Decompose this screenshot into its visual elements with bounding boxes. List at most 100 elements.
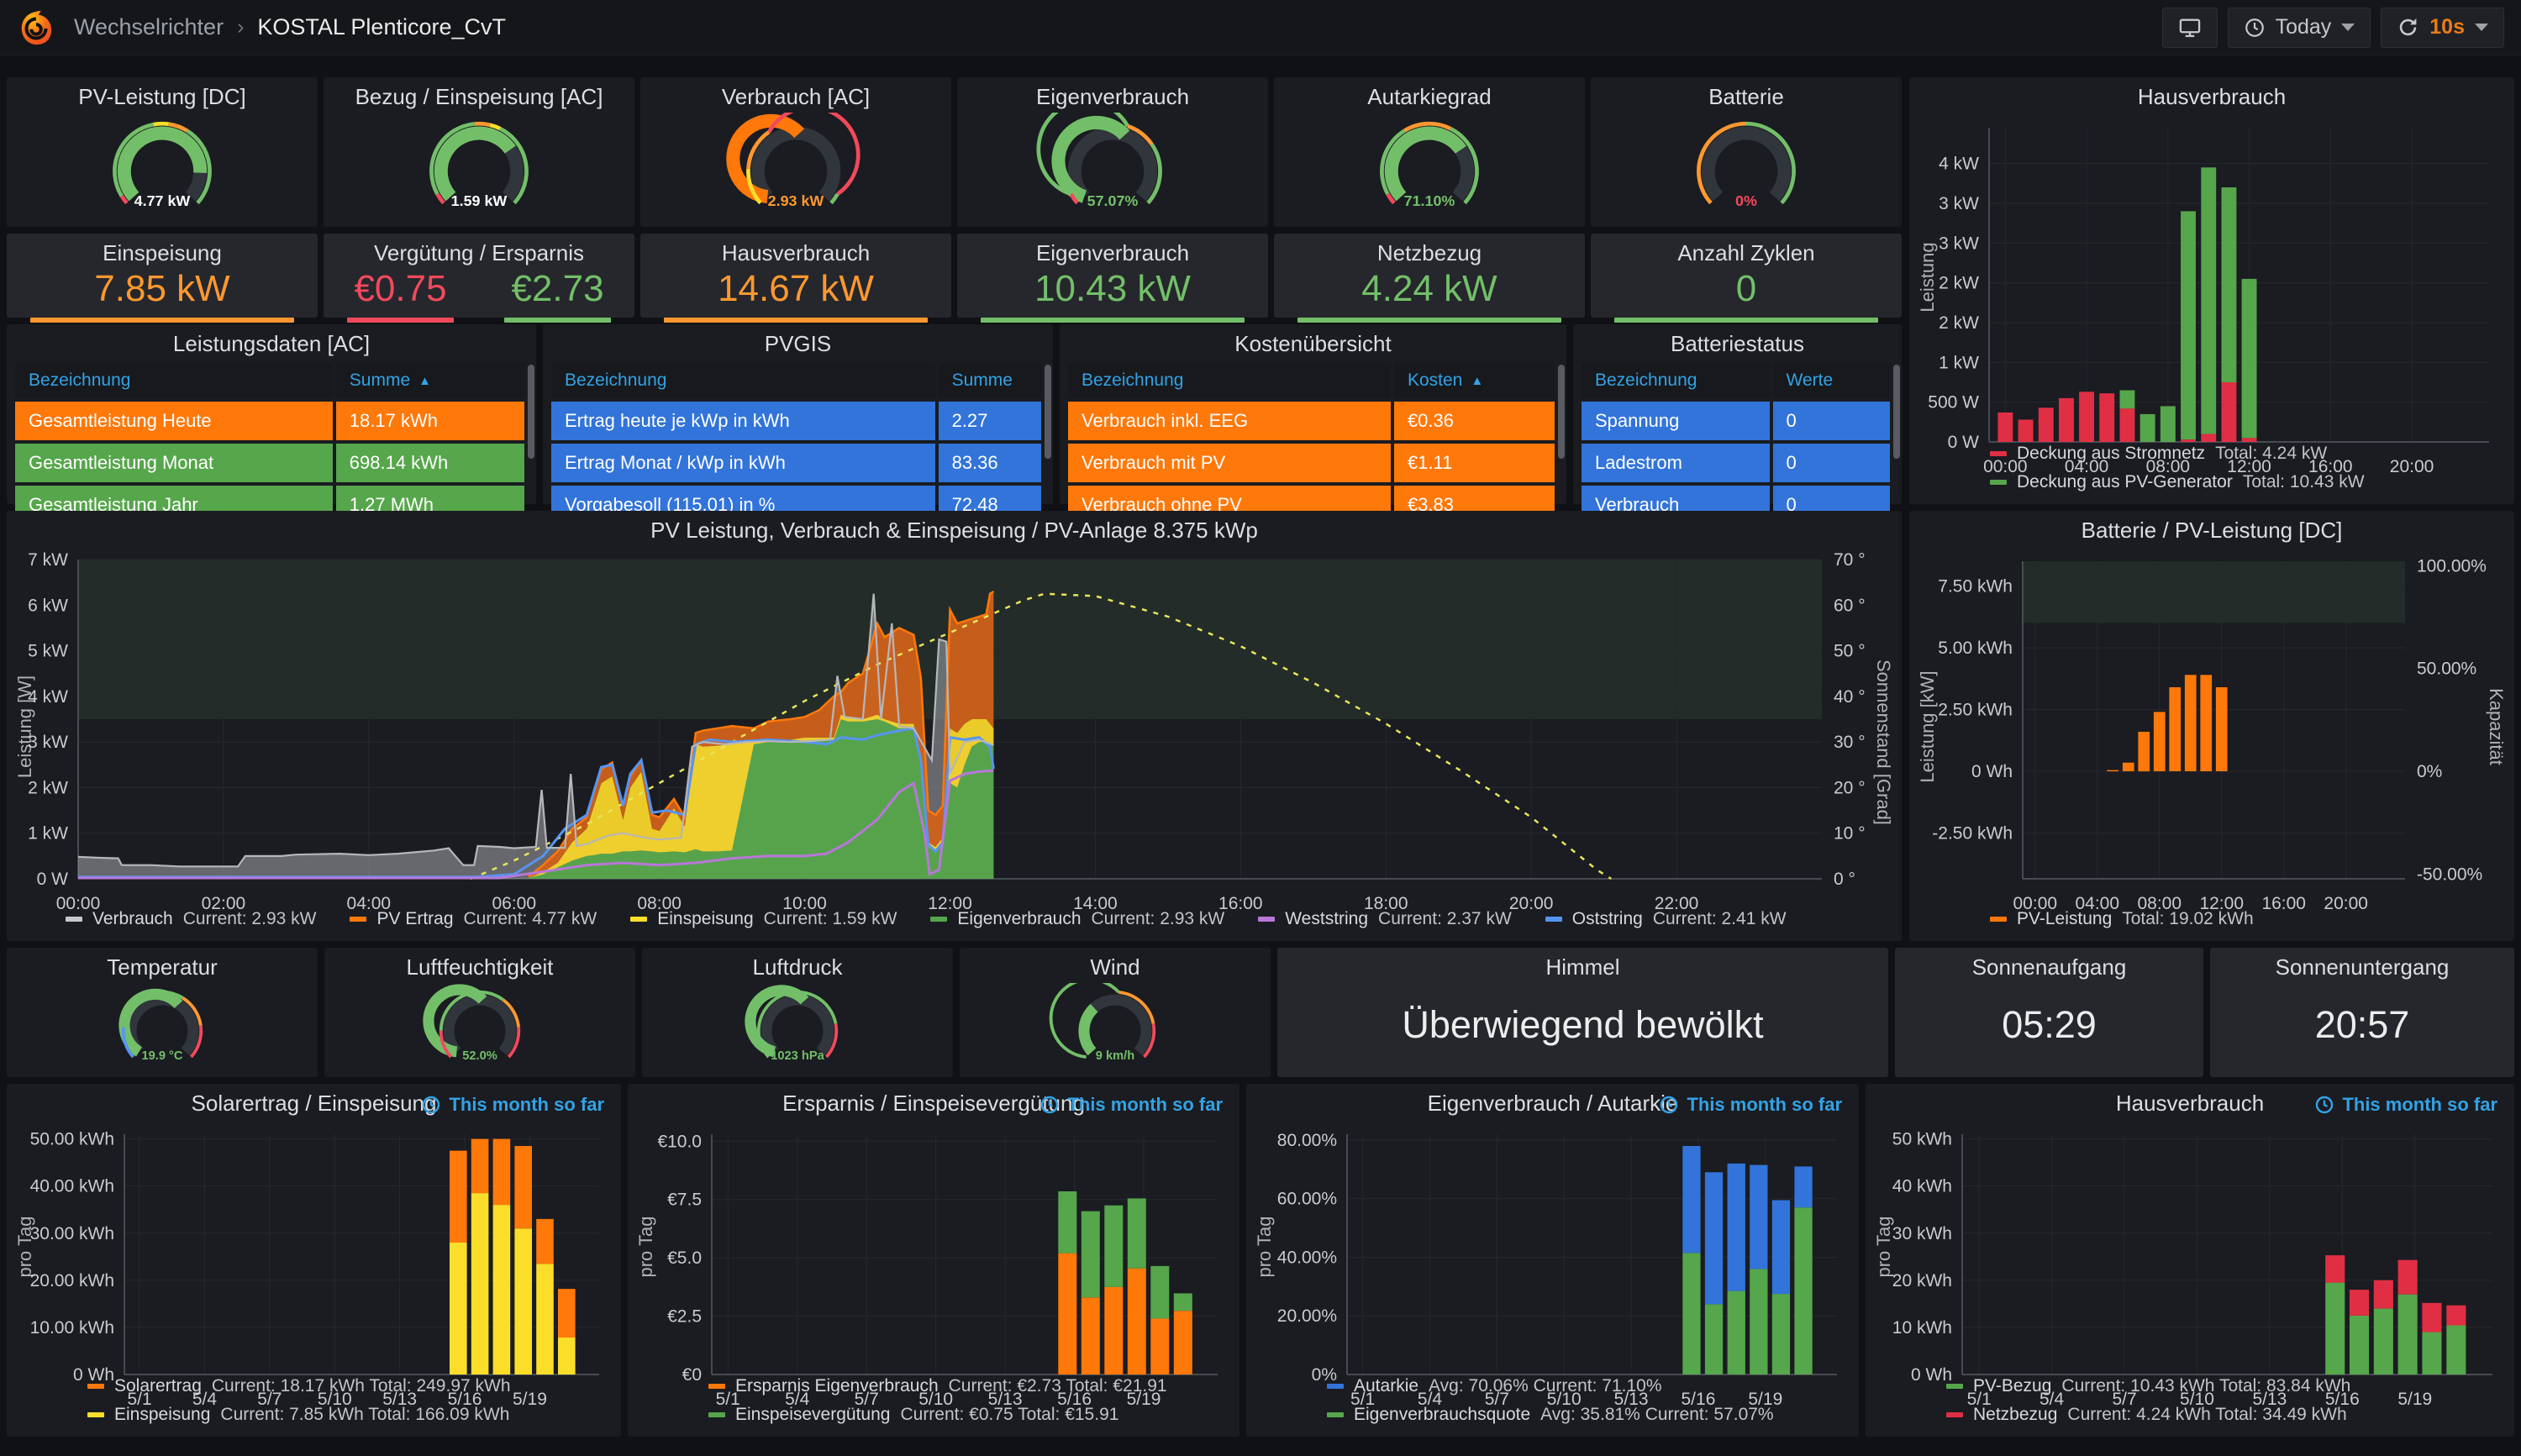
legend-series-name[interactable]: Verbrauch (92, 909, 173, 928)
scrollbar[interactable] (1045, 365, 1051, 459)
kiosk-mode-button[interactable] (2161, 7, 2218, 48)
time-range-picker[interactable]: Today (2227, 7, 2371, 48)
panel-title[interactable]: Anzahl Zyklen (1677, 240, 1815, 265)
column-header[interactable]: Werte (1772, 363, 1890, 398)
legend-series-name[interactable]: Netzbezug (1973, 1405, 2058, 1424)
legend-series-name[interactable]: Ersparnis Eigenverbrauch (735, 1376, 939, 1396)
column-header[interactable]: Bezeichnung (551, 363, 935, 398)
panel-title[interactable]: Temperatur (107, 954, 218, 980)
legend-item[interactable]: Eigenverbrauch Current: 2.93 kW (930, 909, 1224, 929)
refresh-picker[interactable]: 10s (2381, 7, 2504, 48)
panel-title[interactable]: Luftfeuchtigkeit (406, 954, 554, 980)
legend-series-name[interactable]: Eigenverbrauchsquote (1354, 1405, 1531, 1424)
panel-title[interactable]: Himmel (1545, 954, 1620, 980)
panel-title[interactable]: Verbrauch [AC] (721, 84, 871, 109)
panel-title[interactable]: Hausverbrauch (2137, 84, 2287, 109)
panel-title[interactable]: PVGIS (764, 331, 832, 356)
legend-series-name[interactable]: Autarkie (1354, 1376, 1419, 1396)
legend-series-name[interactable]: Deckung aus PV-Generator (2017, 472, 2233, 491)
legend-item[interactable]: Deckung aus Stromnetz Total: 4.24 kW (1990, 444, 2494, 464)
panel-batterie-pv-leistung: Batterie / PV-Leistung [DC] Leistung [kW… (1909, 511, 2514, 941)
legend-item[interactable]: Netzbezug Current: 4.24 kWh Total: 34.49 … (1946, 1405, 2494, 1425)
legend-item[interactable]: Einspeisung Current: 7.85 kWh Total: 166.… (87, 1405, 601, 1425)
panel-title[interactable]: Eigenverbrauch (1035, 240, 1190, 265)
scrollbar[interactable] (1893, 365, 1900, 459)
column-header[interactable]: Bezeichnung (1068, 363, 1391, 398)
legend-item[interactable]: PV-Leistung Total: 19.02 kWh (1990, 909, 2494, 929)
panel-title[interactable]: Bezug / Einspeisung [AC] (355, 84, 603, 109)
time-shift-link[interactable]: This month so far (1659, 1094, 1842, 1116)
panel-title[interactable]: Eigenverbrauch / Autarkie (1427, 1091, 1678, 1116)
y-tick-label: 1 kW (1939, 353, 1979, 372)
legend-item[interactable]: Deckung aus PV-Generator Total: 10.43 kW (1990, 472, 2494, 492)
legend-series-name[interactable]: Einspeisung (114, 1405, 211, 1424)
bar-segment (2139, 413, 2155, 442)
panel-title[interactable]: Kostenübersicht (1234, 331, 1392, 356)
scrollbar[interactable] (1558, 365, 1565, 459)
scrollbar[interactable] (528, 365, 534, 459)
panel-title[interactable]: Sonnenaufgang (1971, 954, 2127, 980)
panel-pvgis: PVGIS Bezeichnung Summe Ertrag heute je kW… (543, 324, 1053, 524)
legend-series-name[interactable]: Eigenverbrauch (957, 909, 1082, 928)
grafana-logo[interactable] (17, 8, 55, 47)
panel-title[interactable]: Batterie / PV-Leistung [DC] (2081, 518, 2343, 543)
column-header[interactable]: Summe ▲ (335, 363, 524, 398)
panel-title[interactable]: Sonnenuntergang (2275, 954, 2450, 980)
time-shift-link[interactable]: This month so far (421, 1094, 604, 1116)
legend-item[interactable]: Ersparnis Eigenverbrauch Current: €2.73 T… (708, 1376, 1219, 1396)
panel-title[interactable]: Hausverbrauch (2115, 1091, 2265, 1116)
time-shift-link[interactable]: This month so far (2314, 1094, 2497, 1116)
panel-title[interactable]: Wind (1090, 954, 1140, 980)
panel-title[interactable]: Vergütung / Ersparnis (373, 240, 585, 265)
legend-item[interactable]: Verbrauch Current: 2.93 kW (66, 909, 316, 929)
legend-series-name[interactable]: PV Ertrag (376, 909, 454, 928)
panel-title[interactable]: Luftdruck (752, 954, 843, 980)
panel-title[interactable]: Ersparnis / Einspeisevergütung (782, 1091, 1085, 1116)
column-header[interactable]: Bezeichnung (1582, 363, 1770, 398)
legend-swatch-icon (1946, 1384, 1963, 1389)
legend-series-name[interactable]: Solarertrag (114, 1376, 202, 1396)
panel-title[interactable]: Batterie (1708, 84, 1784, 109)
legend-series-name[interactable]: Einspeisevergütung (735, 1405, 891, 1424)
legend-item[interactable]: Einspeisung Current: 1.59 kW (630, 909, 897, 929)
panel-title[interactable]: PV-Leistung [DC] (78, 84, 246, 109)
legend-series-name[interactable]: PV-Bezug (1973, 1376, 2052, 1396)
legend-series-name[interactable]: Weststring (1285, 909, 1369, 928)
panel-title[interactable]: Netzbezug (1376, 240, 1482, 265)
column-header[interactable]: Bezeichnung (15, 363, 333, 398)
legend-swatch-icon (350, 917, 367, 922)
panel-title[interactable]: Eigenverbrauch (1035, 84, 1190, 109)
bar-segment (2018, 419, 2034, 442)
legend-item[interactable]: Solarertrag Current: 18.17 kWh Total: 249… (87, 1376, 601, 1396)
table-row: Gesamtleistung Heute 18.17 kWh (15, 402, 524, 440)
monitor-icon (2179, 18, 2200, 37)
legend-item[interactable]: Autarkie Avg: 70.06% Current: 71.10% (1327, 1376, 1839, 1396)
panel-title[interactable]: Solarertrag / Einspeisung (191, 1091, 437, 1116)
time-shift-link[interactable]: This month so far (1039, 1094, 1223, 1116)
legend-item[interactable]: PV Ertrag Current: 4.77 kW (350, 909, 597, 929)
legend-series-name[interactable]: Deckung aus Stromnetz (2017, 444, 2206, 463)
legend-series-name[interactable]: Oststring (1571, 909, 1643, 928)
legend-item[interactable]: Oststring Current: 2.41 kW (1545, 909, 1787, 929)
panel-title[interactable]: PV Leistung, Verbrauch & Einspeisung / P… (650, 518, 1258, 543)
legend-item[interactable]: Weststring Current: 2.37 kW (1258, 909, 1512, 929)
panel-title[interactable]: Leistungsdaten [AC] (172, 331, 371, 356)
y-tick-label: 7 kW (28, 550, 68, 570)
legend-item[interactable]: Eigenverbrauchsquote Avg: 35.81% Current:… (1327, 1405, 1839, 1425)
gauge-threshold (746, 130, 771, 170)
legend-series-name[interactable]: Einspeisung (657, 909, 754, 928)
panel-title[interactable]: Einspeisung (103, 240, 222, 265)
column-header[interactable]: Kosten ▲ (1393, 363, 1555, 398)
gauge-threshold (1386, 192, 1396, 205)
legend-item[interactable]: PV-Bezug Current: 10.43 kWh Total: 83.84 … (1946, 1376, 2494, 1396)
breadcrumb-page[interactable]: KOSTAL Plenticore_CvT (257, 14, 506, 39)
panel-batterie-gauge: Batterie 0% (1591, 77, 1902, 227)
legend-series-name[interactable]: PV-Leistung (2017, 909, 2113, 928)
panel-title[interactable]: Hausverbrauch (721, 240, 871, 265)
breadcrumb-section[interactable]: Wechselrichter (74, 14, 224, 39)
legend-item[interactable]: Einspeisevergütung Current: €0.75 Total: … (708, 1405, 1219, 1425)
panel-title[interactable]: Autarkiegrad (1367, 84, 1492, 109)
pvgis-table: Bezeichnung Summe Ertrag heute je kWp in k… (551, 363, 1041, 524)
panel-title[interactable]: Batteriestatus (1671, 331, 1804, 356)
column-header[interactable]: Summe (938, 363, 1041, 398)
